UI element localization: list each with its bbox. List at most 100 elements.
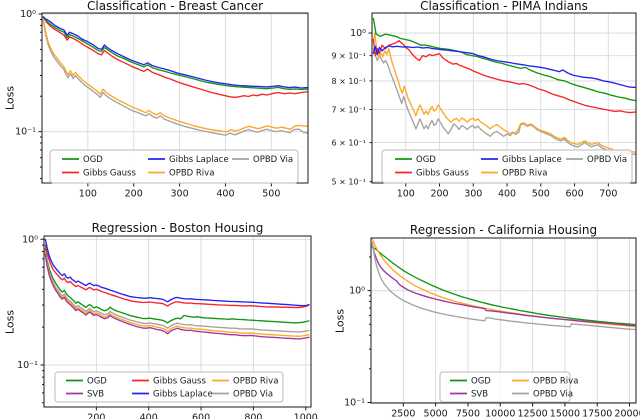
x-tick-label: 400 [216,189,234,200]
series-line-opbd-via [42,19,308,136]
legend-item-gibbs-laplace: Gibbs Laplace [481,155,562,165]
series-line-opbd-riva [371,238,636,328]
legend-label: OPBD Via [533,390,573,400]
legend-item-svb: SVB [450,390,488,400]
series-line-opbd-via [371,241,636,331]
legend-label: Gibbs Laplace [169,155,229,165]
x-tick-label: 700 [599,189,617,200]
series-lines [42,15,308,136]
axes-spines [43,235,312,408]
legend-label: OPBD Riva [533,377,578,387]
series-line-opbd-via [44,250,310,333]
x-tick-label: 100 [397,189,415,200]
series-line-opbd-riva [42,18,308,133]
legend-item-ogd: OGD [66,377,107,387]
y-tick-label: 10⁰ [350,28,366,39]
legend-label: OGD [416,155,436,165]
x-tick-label: 10000 [485,409,515,419]
x-tick-label: 600 [192,413,210,419]
y-tick-label: 10⁰ [20,9,36,20]
legend: OGD SVB OPBD Riva OPBD Via [439,371,578,403]
x-tick-label: 400 [498,189,516,200]
legend-item-gibbs-gauss: Gibbs Gauss [62,169,136,179]
series-line-gibbs-laplace [44,238,310,307]
x-tick-label: 12500 [517,409,547,419]
series-line-gibbs-laplace [42,17,308,89]
ticks [368,32,609,187]
legend-label: Gibbs Laplace [502,155,562,165]
plot-area: 100 200 300 400 500 10⁰ 10⁻¹ OGD Gibbs Gauss Gibb… [15,9,309,200]
series-line-gibbs-laplace [372,45,636,89]
subplot-regression-boston-housing: Regression - Boston Housing Loss 200 400 6… [0,210,320,419]
legend-item-opbd-riva: OPBD Riva [512,377,578,387]
legend-label: OPBD Riva [502,169,547,179]
x-tick-label: 400 [140,413,158,419]
tick-labels: 100 200 300 400 500 600 700 10⁰ 9 × 10⁻¹ 8 × 10⁻¹… [332,28,618,199]
legend: OGD Gibbs Gauss Gibbs Laplace OPBD Riva OPBD… [49,149,299,184]
legend-label: Gibbs Gauss [153,377,206,387]
legend-item-gibbs-gauss: Gibbs Gauss [395,169,469,179]
x-tick-label: 5000 [424,409,448,419]
y-tick-label: 10⁰ [349,286,365,297]
series-line-svb [44,253,310,340]
subplot-classification-pima-indians: Classification - PIMA Indians 100 200 300 4… [320,0,640,210]
y-tick-label: 10⁻¹ [344,398,365,409]
y-tick-label: 8 × 10⁻¹ [332,77,367,86]
x-tick-label: 600 [565,189,583,200]
x-tick-label: 200 [87,413,105,419]
legend-item-svb: SVB [66,390,104,400]
legend-label: OPBD Riva [233,377,278,387]
legend-item-opbd-via: OPBD Via [566,155,627,165]
plot-area: 200 400 600 800 1000 10⁰ 10⁻¹ OGD SVB Gibbs Gauss… [17,234,318,419]
x-tick-label: 20000 [614,409,640,419]
tick-labels: 100 200 300 400 500 10⁰ 10⁻¹ [15,9,280,199]
series-line-gibbs-gauss [44,244,310,309]
legend-label: Gibbs Gauss [83,169,136,179]
y-tick-label: 10⁰ [22,234,38,245]
legend-label: Gibbs Gauss [416,169,469,179]
legend-item-opbd-riva: OPBD Riva [148,169,214,179]
legend-item-gibbs-gauss: Gibbs Gauss [132,377,206,387]
x-tick-label: 2500 [391,409,415,419]
legend-item-opbd-riva: OPBD Riva [481,169,547,179]
subplot-classification-breast-cancer: Classification - Breast Cancer Loss 100 2… [0,0,320,210]
series-line-ogd [372,17,636,102]
subplot-title: Classification - Breast Cancer [86,0,264,13]
legend: OGD Gibbs Gauss Gibbs Laplace OPBD Riva OPBD… [381,149,633,184]
subplot-title: Classification - PIMA Indians [420,0,588,13]
legend-label: OPBD Riva [169,169,214,179]
series-line-opbd-via [372,47,636,156]
y-tick-label: 10⁻¹ [15,127,36,138]
legend-item-ogd: OGD [450,377,491,387]
legend-label: OPBD Via [587,155,627,165]
y-tick-label: 5 × 10⁻¹ [332,178,367,187]
x-tick-label: 17500 [582,409,612,419]
plot-area: 100 200 300 400 500 600 700 10⁰ 9 × 10⁻¹ 8 × 10⁻¹… [332,12,637,200]
y-tick-label: 9 × 10⁻¹ [332,52,367,61]
subplot-title: Regression - California Housing [409,223,598,237]
series-line-gibbs-gauss [42,15,308,98]
x-tick-label: 300 [171,189,189,200]
legend-label: OPBD Via [253,155,293,165]
y-tick-label: 7 × 10⁻¹ [332,106,367,115]
series-line-ogd [42,15,308,91]
x-tick-label: 200 [125,189,143,200]
legend-item-opbd-via: OPBD Via [512,390,573,400]
x-tick-label: 800 [244,413,262,419]
x-tick-label: 1000 [294,413,318,419]
legend-item-opbd-riva: OPBD Riva [212,377,278,387]
legend-item-gibbs-laplace: Gibbs Laplace [148,155,229,165]
legend-item-opbd-via: OPBD Via [232,155,293,165]
series-line-ogd [44,248,310,324]
axes-spines [370,237,637,404]
legend-label: Gibbs Laplace [153,390,213,400]
legend-item-ogd: OGD [395,155,436,165]
y-tick-label: 6 × 10⁻¹ [332,139,367,148]
x-tick-label: 500 [262,189,280,200]
tick-labels: 200 400 600 800 1000 10⁰ 10⁻¹ [17,234,318,419]
ticks [367,256,631,407]
legend-label: OGD [471,377,491,387]
x-tick-label: 15000 [550,409,580,419]
legend-label: SVB [471,390,488,400]
